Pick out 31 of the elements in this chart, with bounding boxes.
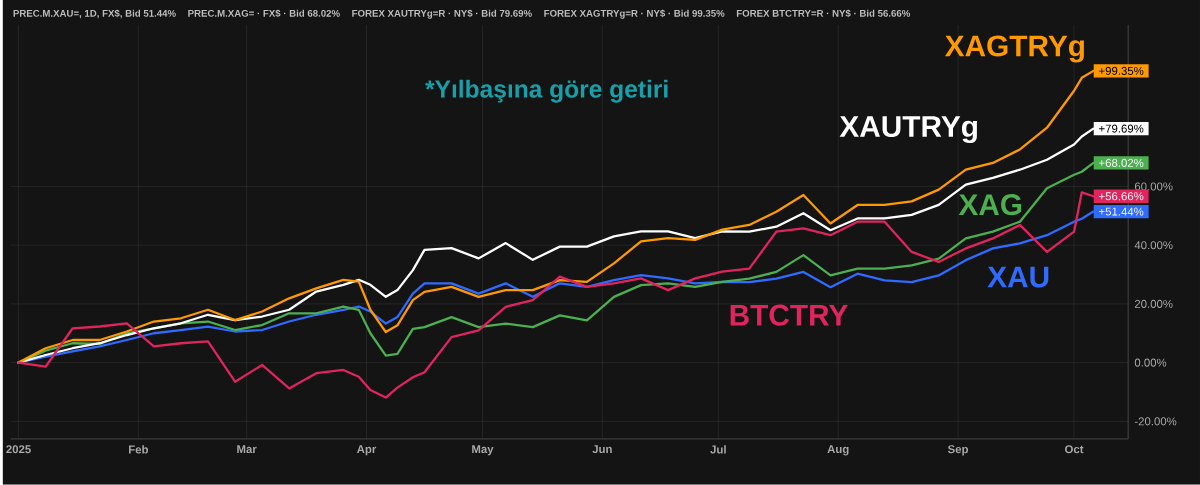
series-label: XAUTRYg bbox=[839, 116, 977, 144]
data-label: +56.66% bbox=[1099, 192, 1144, 201]
data-label: +51.44% bbox=[1099, 207, 1144, 216]
x-tick-label: Jun bbox=[592, 445, 612, 454]
series-label: XAU bbox=[987, 266, 1049, 288]
x-tick-label: Aug bbox=[827, 445, 849, 456]
text: PREC.M.XAG= · FX$ · Bid 68.02% bbox=[188, 9, 340, 18]
text: FOREX XAUTRYg=R · NY$ · Bid 79.69% bbox=[352, 9, 532, 19]
x-tick-label: Feb bbox=[129, 445, 149, 454]
y-tick-label: 0.00% bbox=[1134, 358, 1167, 367]
data-label: +99.35% bbox=[1099, 66, 1144, 75]
y-tick-label: 60.00% bbox=[1134, 182, 1173, 191]
text: *Yılbaşına göre getiri bbox=[425, 79, 668, 103]
data-label: +79.69% bbox=[1099, 124, 1144, 133]
y-tick-label: 40.00% bbox=[1134, 241, 1173, 250]
x-tick-label: Mar bbox=[237, 445, 257, 454]
x-tick-label: Sep bbox=[947, 445, 969, 456]
x-tick-label: Apr bbox=[356, 445, 377, 456]
text: PREC.M.XAU=, 1D, FX$, Bid 51.44% bbox=[13, 9, 176, 19]
x-tick-label: May bbox=[472, 445, 494, 456]
y-tick-label: -20.00% bbox=[1134, 417, 1177, 426]
series-label: XAGTRYg bbox=[944, 35, 1084, 63]
y-tick-label: 20.00% bbox=[1134, 299, 1173, 308]
x-tick-label: 2025 bbox=[6, 445, 31, 454]
data-label: +68.02% bbox=[1099, 158, 1144, 167]
text: FOREX XAGTRYg=R · NY$ · Bid 99.35% bbox=[544, 9, 725, 19]
series-label: BTCTRY bbox=[730, 304, 848, 326]
x-tick-label: Jul bbox=[710, 445, 726, 454]
text: FOREX BTCTRY=R · NY$ · Bid 56.66% bbox=[736, 9, 911, 18]
x-tick-label: Oct bbox=[1065, 445, 1084, 454]
series-label: XAG bbox=[958, 194, 1022, 216]
